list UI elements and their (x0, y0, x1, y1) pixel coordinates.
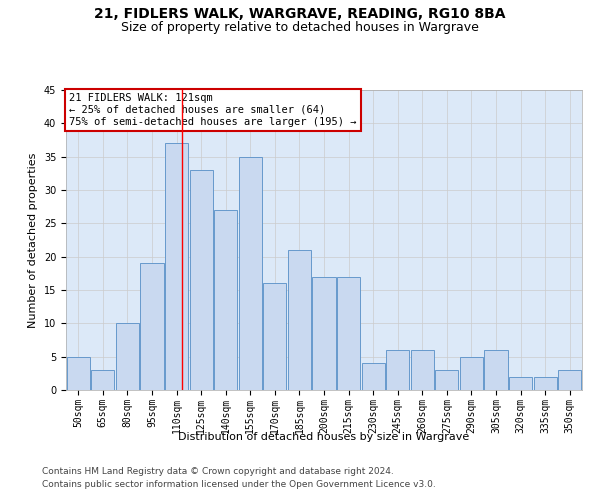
Bar (313, 276, 335, 390)
Bar (91, 370, 115, 390)
Bar (386, 350, 409, 390)
Text: Distribution of detached houses by size in Wargrave: Distribution of detached houses by size … (178, 432, 470, 442)
Text: 21 FIDLERS WALK: 121sqm
← 25% of detached houses are smaller (64)
75% of semi-de: 21 FIDLERS WALK: 121sqm ← 25% of detache… (69, 94, 357, 126)
Bar (214, 210, 238, 390)
Bar (116, 324, 139, 390)
Bar (410, 350, 434, 390)
Text: Contains HM Land Registry data © Crown copyright and database right 2024.: Contains HM Land Registry data © Crown c… (42, 467, 394, 476)
Text: Size of property relative to detached houses in Wargrave: Size of property relative to detached ho… (121, 21, 479, 34)
Bar (460, 356, 483, 390)
Bar (239, 156, 262, 390)
Bar (337, 276, 360, 390)
Bar (165, 144, 188, 390)
Bar (435, 370, 458, 390)
Bar (67, 356, 90, 390)
Bar (558, 370, 581, 390)
Text: 21, FIDLERS WALK, WARGRAVE, READING, RG10 8BA: 21, FIDLERS WALK, WARGRAVE, READING, RG1… (94, 8, 506, 22)
Bar (190, 170, 213, 390)
Bar (362, 364, 385, 390)
Bar (288, 250, 311, 390)
Text: Contains public sector information licensed under the Open Government Licence v3: Contains public sector information licen… (42, 480, 436, 489)
Bar (140, 264, 164, 390)
Bar (509, 376, 532, 390)
Bar (533, 376, 557, 390)
Y-axis label: Number of detached properties: Number of detached properties (28, 152, 38, 328)
Bar (263, 284, 286, 390)
Bar (484, 350, 508, 390)
